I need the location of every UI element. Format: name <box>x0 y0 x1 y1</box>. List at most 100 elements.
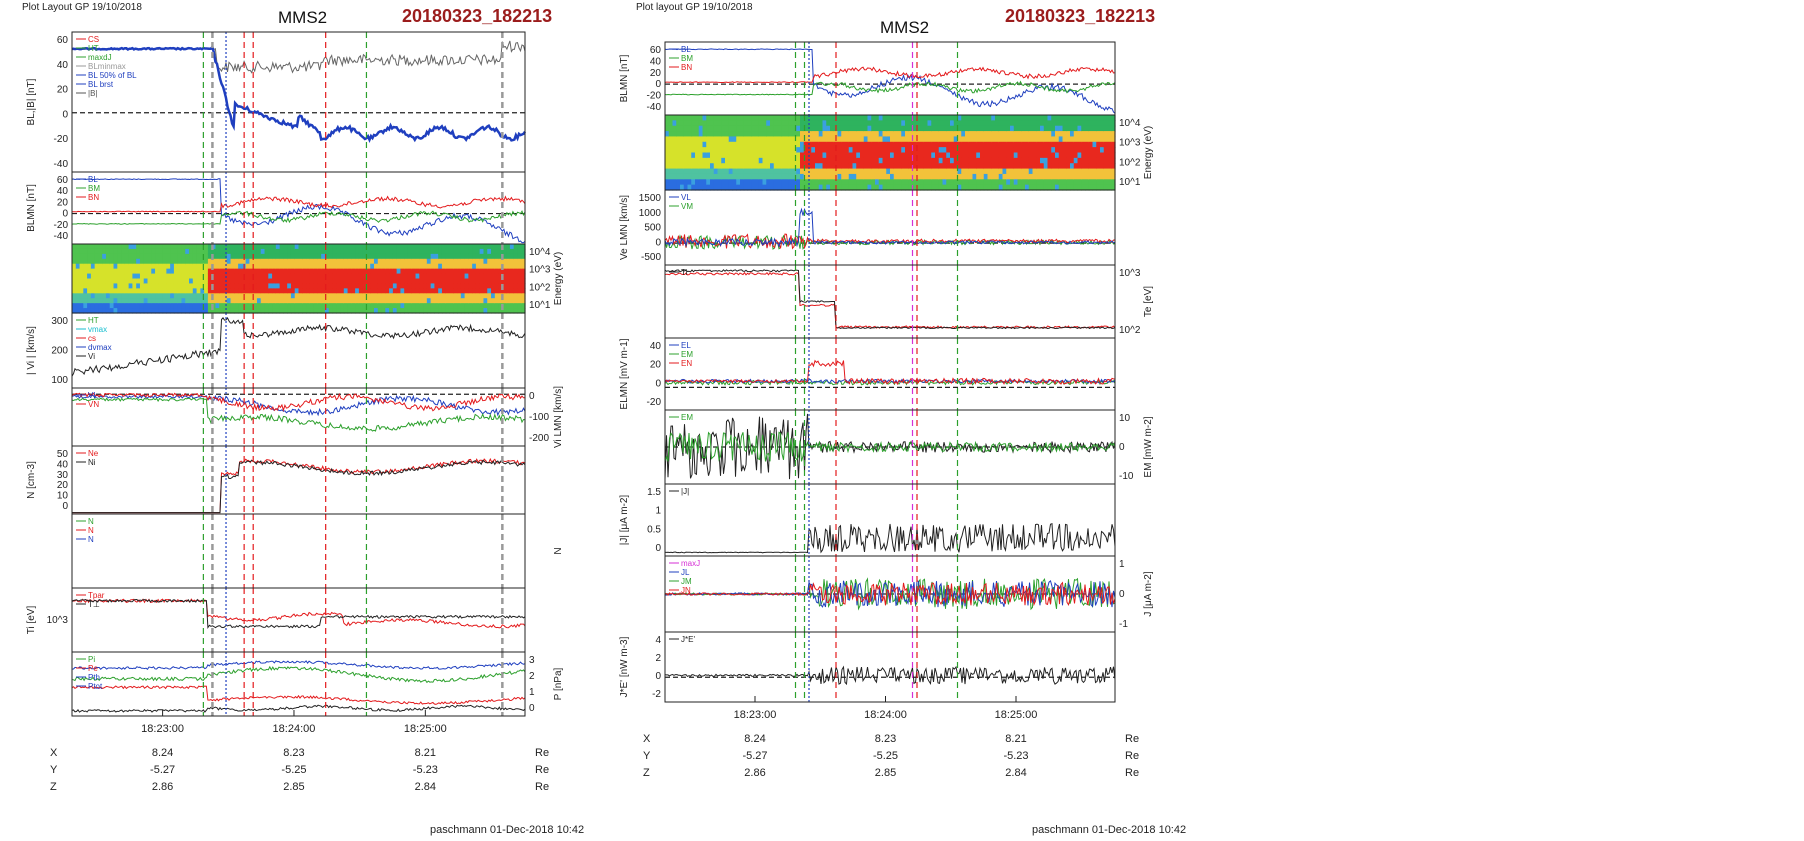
heatmap-cell <box>796 115 801 121</box>
heatmap-cell <box>830 168 835 175</box>
heatmap-cell <box>807 141 812 148</box>
heatmap-cell <box>732 120 737 127</box>
y-tick-label: -200 <box>529 433 549 444</box>
heatmap-cell <box>389 273 394 280</box>
y-tick-label: 0 <box>529 391 535 402</box>
heatmap-cell <box>796 131 801 138</box>
heatmap-cell <box>717 120 722 127</box>
heatmap-cell <box>912 173 917 180</box>
y-axis-label: ELMN [mV m-1] <box>619 338 630 409</box>
heatmap-cell <box>204 298 209 304</box>
heatmap-cell <box>173 263 179 270</box>
heatmap-cell <box>1028 168 1034 175</box>
heatmap-cell <box>1013 125 1019 132</box>
heatmap-cell <box>102 244 107 250</box>
heatmap-cell <box>995 168 1000 175</box>
ephemeris-value: 8.24 <box>152 747 173 759</box>
heatmap-cell <box>908 184 914 191</box>
heatmap-cell <box>336 253 341 260</box>
heatmap-cell <box>472 263 477 270</box>
heatmap-cell <box>472 278 477 285</box>
heatmap-cell <box>882 120 887 127</box>
heatmap-cell <box>721 131 726 138</box>
y-tick-label: 20 <box>650 68 662 79</box>
heatmap-cell <box>736 125 741 132</box>
heatmap-cell <box>953 168 959 175</box>
heatmap-cell <box>822 179 827 186</box>
heatmap-cell <box>468 244 473 250</box>
heatmap-cell <box>475 308 481 314</box>
heatmap-cell <box>211 298 217 304</box>
heatmap-cell <box>147 263 152 270</box>
heatmap-cell <box>181 303 186 309</box>
heatmap-cell <box>706 163 711 170</box>
heatmap-cell <box>1013 152 1019 159</box>
heatmap-cell <box>426 258 432 265</box>
heatmap-cell <box>691 136 696 143</box>
heatmap-cell <box>972 157 977 164</box>
heatmap-cell <box>792 115 797 121</box>
heatmap-cell <box>1021 152 1026 159</box>
heatmap-cell <box>837 125 842 132</box>
heatmap-cell <box>294 308 300 314</box>
heatmap-cell <box>1100 147 1105 154</box>
heatmap-cell <box>1028 131 1034 138</box>
heatmap-cell <box>94 263 100 270</box>
heatmap-cell <box>942 168 947 175</box>
heatmap-cell <box>438 298 443 304</box>
heatmap-cell <box>260 293 266 299</box>
heatmap-cell <box>901 163 906 170</box>
heatmap-cell <box>468 268 473 275</box>
heatmap-cell <box>392 288 398 294</box>
heatmap-cell <box>139 253 145 260</box>
heatmap-cell <box>173 258 179 265</box>
heatmap-cell <box>942 173 947 180</box>
heatmap-cell <box>983 125 989 132</box>
heatmap-cell <box>736 168 741 175</box>
heatmap-cell <box>362 268 368 275</box>
heatmap-cell <box>683 120 689 127</box>
heatmap-cell <box>740 115 745 121</box>
heatmap-cell <box>687 173 692 180</box>
heatmap-cell <box>502 278 507 285</box>
heatmap-cell <box>121 288 126 294</box>
heatmap-cell <box>404 263 409 270</box>
heatmap-cell <box>298 298 303 304</box>
heatmap-cell <box>241 298 247 304</box>
heatmap-cell <box>487 248 492 255</box>
heatmap-cell <box>128 308 133 314</box>
heatmap-cell <box>998 163 1004 170</box>
heatmap-cell <box>1047 131 1052 138</box>
heatmap-cell <box>170 258 175 265</box>
heatmap-cell <box>226 298 232 304</box>
heatmap-cell <box>968 120 974 127</box>
heatmap-cell <box>355 288 360 294</box>
heatmap-cell <box>837 184 842 191</box>
heatmap-cell <box>207 273 213 280</box>
heatmap-cell <box>204 303 209 309</box>
heatmap-cell <box>875 141 880 148</box>
heatmap-cell <box>856 184 861 191</box>
heatmap-cell <box>691 184 696 191</box>
heatmap-cell <box>1036 125 1041 132</box>
heatmap-cell <box>366 263 371 270</box>
heatmap-cell <box>396 273 402 280</box>
legend-label: BN <box>681 63 692 72</box>
heatmap-cell <box>200 288 205 294</box>
heatmap-cell <box>728 168 734 175</box>
heatmap-cell <box>366 283 371 289</box>
heatmap-cell <box>1107 173 1112 180</box>
heatmap-cell <box>1028 125 1034 132</box>
heatmap-cell <box>438 273 443 280</box>
heatmap-cell <box>998 115 1004 121</box>
heatmap-cell <box>698 173 704 180</box>
footer-right: paschmann 01-Dec-2018 10:42 <box>1032 824 1187 836</box>
heatmap-cell <box>983 184 989 191</box>
heatmap-cell <box>102 258 107 265</box>
heatmap-cell <box>102 248 107 255</box>
y-axis-label: |J| [μA m-2] <box>619 495 630 546</box>
heatmap-cell <box>923 157 929 164</box>
heatmap-cell <box>336 308 341 314</box>
heatmap-cell <box>811 131 816 138</box>
heatmap-cell <box>374 268 379 275</box>
